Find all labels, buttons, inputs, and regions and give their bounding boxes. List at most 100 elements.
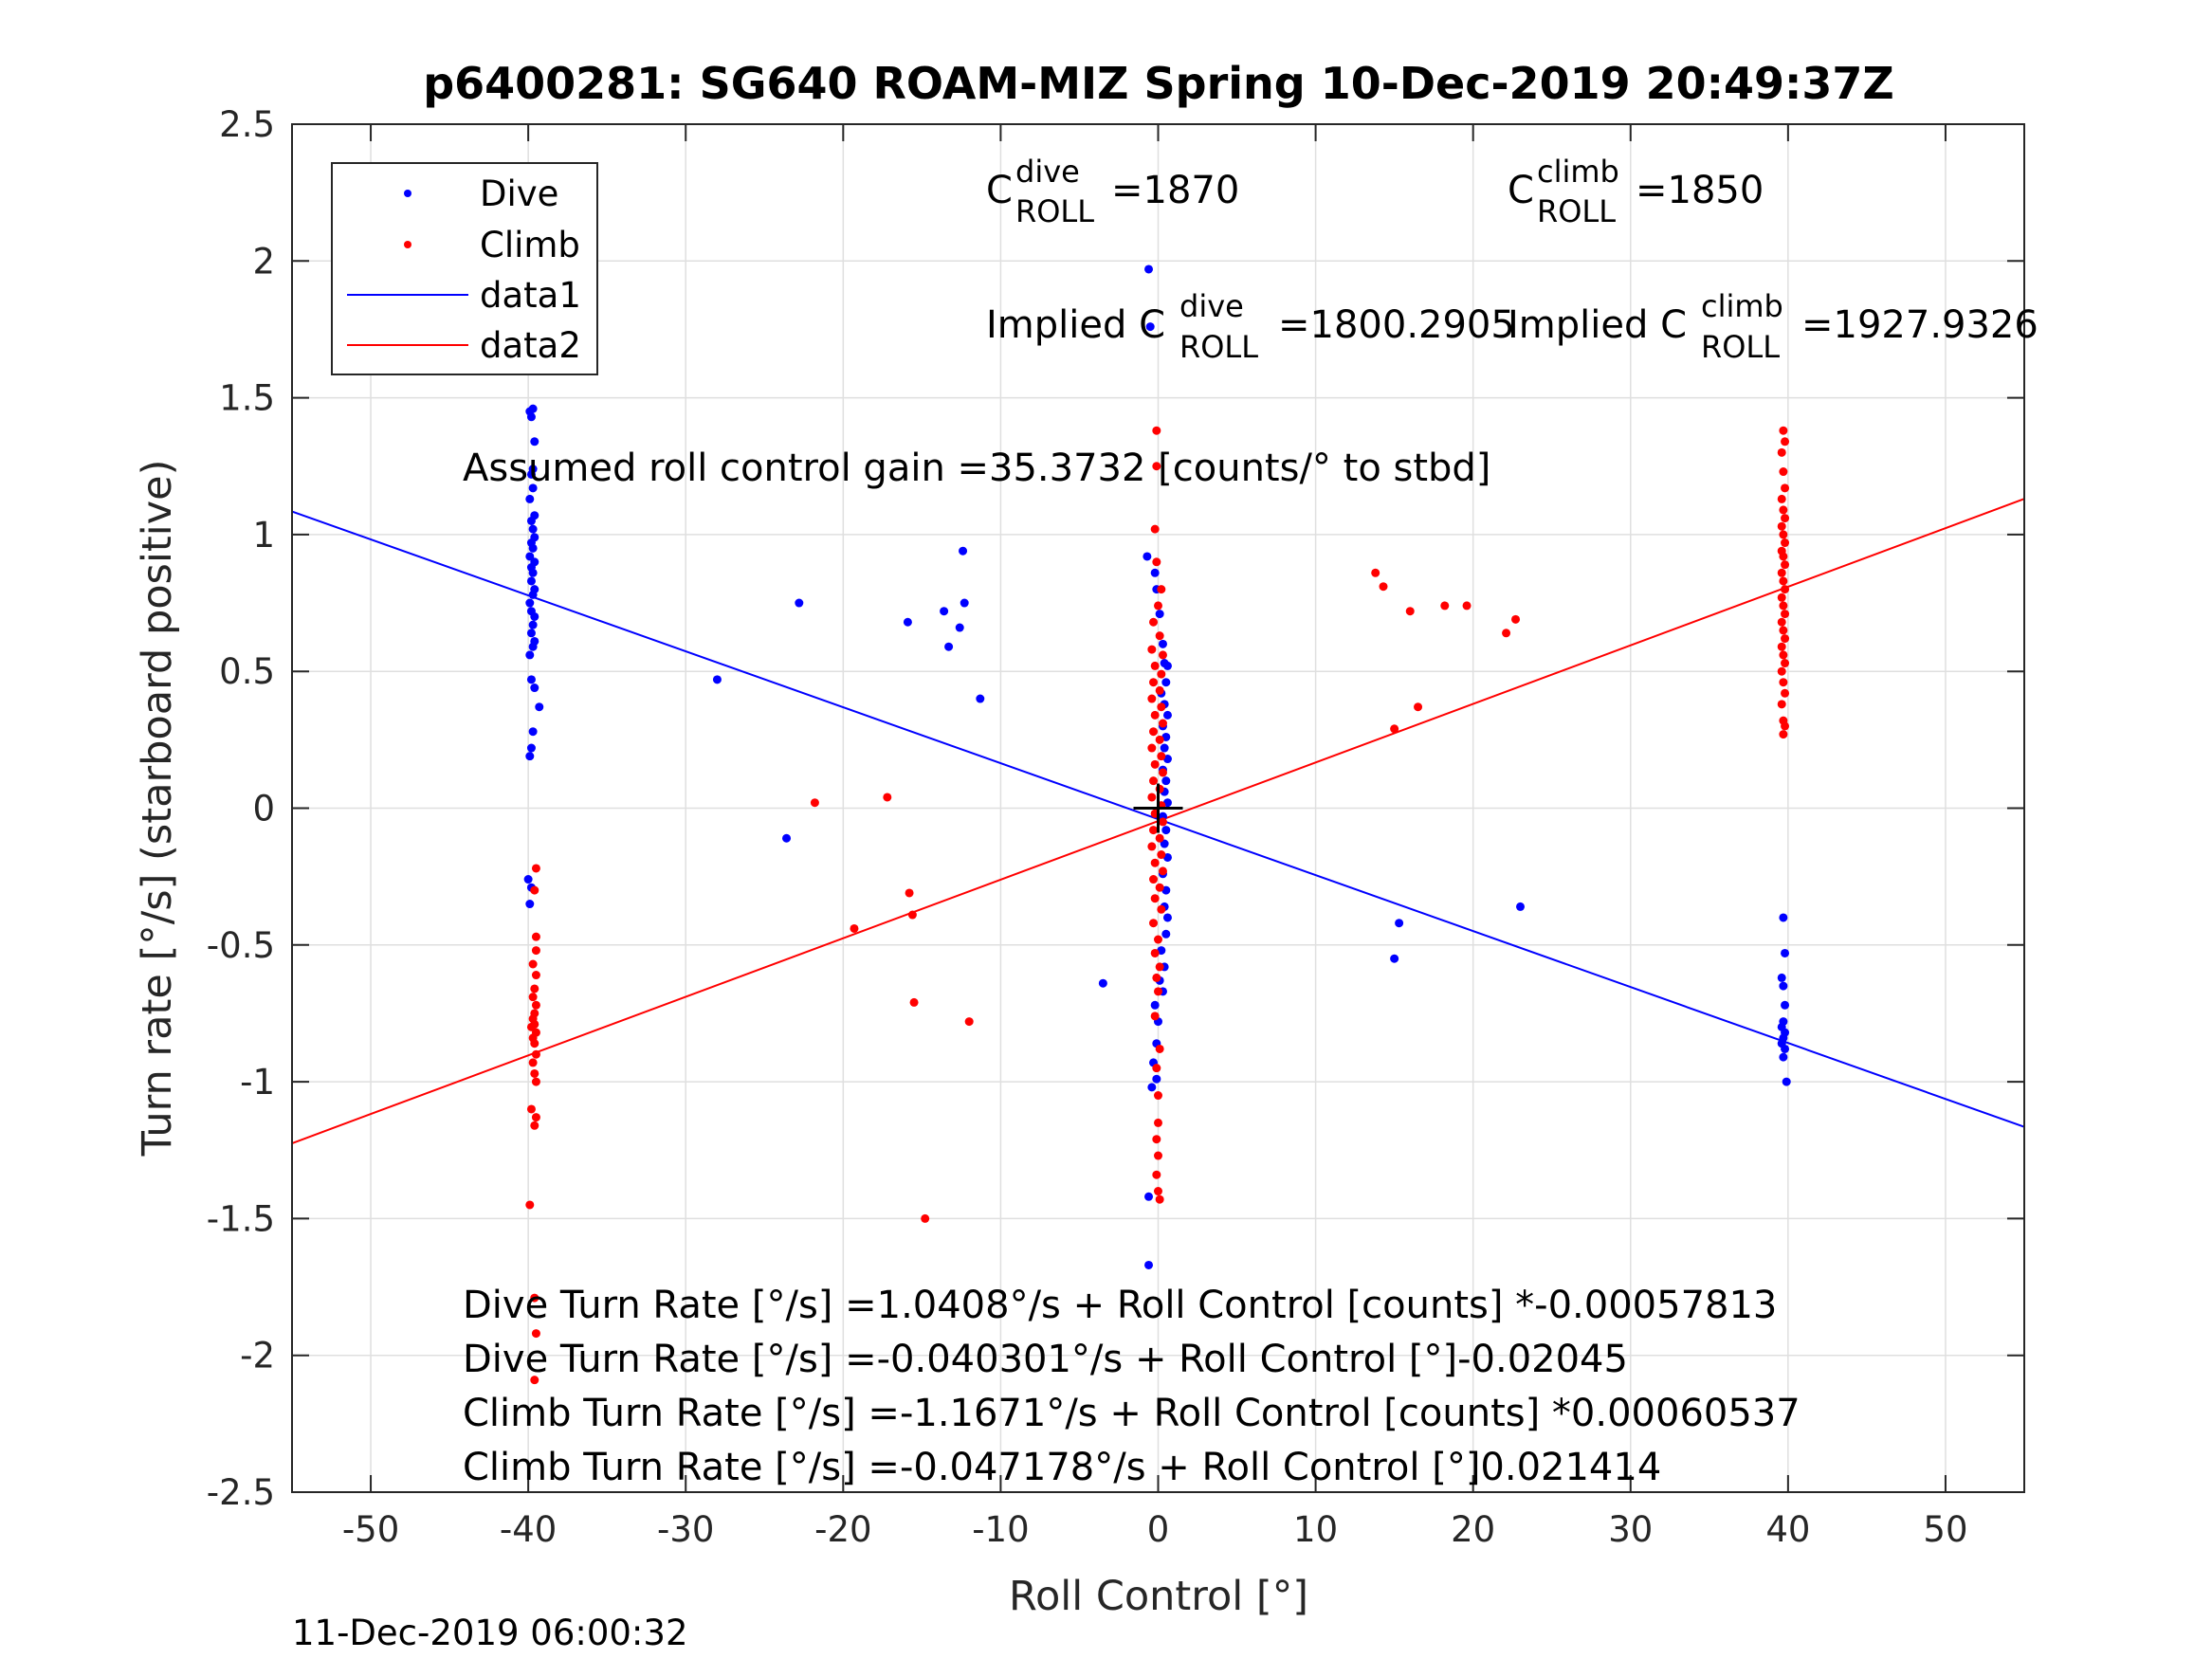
climb-point xyxy=(1147,694,1157,703)
dive-point xyxy=(526,469,536,479)
dive-point xyxy=(960,598,969,608)
dive-point xyxy=(782,833,792,843)
legend-data2-label: data2 xyxy=(480,325,581,366)
climb-point xyxy=(1777,666,1786,676)
climb-point xyxy=(1155,685,1164,695)
dive-point xyxy=(525,598,535,608)
legend-dive-marker xyxy=(404,190,411,197)
dive-point xyxy=(526,629,536,638)
dive-point xyxy=(526,412,536,422)
implied-climb-sup: climb xyxy=(1701,288,1783,324)
climb-point xyxy=(1371,568,1380,577)
climb-point xyxy=(1781,538,1790,548)
dive-point xyxy=(1161,776,1171,786)
climb-point xyxy=(1779,730,1788,739)
climb-point xyxy=(1781,659,1790,668)
climb-point xyxy=(964,1017,974,1027)
dive-point xyxy=(1144,264,1154,274)
climb-point xyxy=(528,959,538,969)
implied-climb-prefix: Implied C xyxy=(1508,303,1687,347)
climb-point xyxy=(1781,634,1790,644)
climb-point xyxy=(1150,858,1160,867)
y-tick-label: 1 xyxy=(252,515,275,556)
axis-ticks xyxy=(292,123,2024,1493)
dive-point xyxy=(1162,913,1172,922)
c-dive-value: =1870 xyxy=(1111,169,1239,212)
climb-point xyxy=(530,1121,539,1130)
y-tick-label: 1.5 xyxy=(219,378,275,419)
climb-point xyxy=(1777,568,1786,577)
climb-point xyxy=(1155,833,1164,843)
climb-point xyxy=(1149,826,1159,835)
climb-point xyxy=(1152,1170,1161,1179)
climb-point xyxy=(921,1213,930,1223)
y-tick-label: 2.5 xyxy=(219,104,275,145)
climb-point xyxy=(530,885,539,895)
dive-point xyxy=(955,623,964,632)
climb-point xyxy=(1779,626,1788,635)
climb-point xyxy=(1155,631,1164,641)
climb-point xyxy=(1147,793,1157,802)
climb-point xyxy=(1405,607,1415,616)
climb-point xyxy=(1440,601,1450,611)
climb-point xyxy=(1155,883,1164,892)
climb-point xyxy=(1158,768,1167,777)
dive-point xyxy=(1150,568,1160,577)
climb-point xyxy=(1781,721,1790,731)
climb-point xyxy=(1154,1151,1162,1160)
climb-point xyxy=(528,1058,538,1067)
climb-point xyxy=(1779,650,1788,660)
x-axis-label: Roll Control [°] xyxy=(1009,1573,1308,1620)
dive-point xyxy=(1779,981,1788,991)
dive-point xyxy=(526,743,536,753)
climb-point xyxy=(883,793,892,802)
climb-point xyxy=(1154,601,1162,611)
dive-point xyxy=(944,642,954,651)
x-tick-label: -40 xyxy=(500,1509,557,1550)
dive-point xyxy=(535,702,544,712)
climb-point xyxy=(1157,752,1166,761)
climb-point xyxy=(1154,1187,1162,1196)
dive-point xyxy=(523,875,533,884)
climb-point xyxy=(1154,935,1162,944)
y-tick-label: -2.5 xyxy=(207,1472,275,1513)
gain-annotation: Assumed roll control gain =35.3732 [coun… xyxy=(463,447,1490,490)
dive-point xyxy=(525,900,535,909)
dive-point xyxy=(795,598,804,608)
climb-point xyxy=(1777,592,1786,602)
dive-point xyxy=(528,642,538,651)
climb-point xyxy=(1147,645,1157,654)
dive-point xyxy=(976,694,985,703)
origin-marker xyxy=(1133,783,1183,833)
climb-point xyxy=(1155,962,1164,972)
legend-box xyxy=(331,162,598,375)
climb-point xyxy=(1777,494,1786,503)
dive-point xyxy=(525,494,535,503)
dive-point xyxy=(1152,1074,1161,1084)
climb-point xyxy=(907,910,917,920)
c-roll-climb-annotation: C climb ROLL =1850 xyxy=(1508,154,1764,229)
y-tick-label: -1.5 xyxy=(207,1198,275,1239)
climb-point xyxy=(1781,585,1790,594)
y-tick-labels: 2.5 2 1.5 1 0.5 0 -0.5 -1 -1.5 -2 -2.5 xyxy=(207,104,275,1513)
climb-point xyxy=(1155,1044,1164,1053)
x-tick-label: 10 xyxy=(1293,1509,1338,1550)
legend-data1-label: data1 xyxy=(480,275,581,316)
c-climb-sub: ROLL xyxy=(1537,193,1616,229)
climb-point xyxy=(1158,650,1167,660)
dive-point xyxy=(1160,743,1169,753)
dive-point xyxy=(1158,639,1167,648)
dive-point xyxy=(1147,1083,1157,1092)
climb-point xyxy=(1152,557,1161,567)
climb-point xyxy=(531,946,540,956)
climb-point xyxy=(1154,1091,1162,1101)
dive-point xyxy=(525,650,535,660)
implied-c-climb-annotation: Implied C climb ROLL =1927.9326 xyxy=(1508,288,2038,365)
dive-point xyxy=(1098,978,1107,988)
x-tick-label: 0 xyxy=(1147,1509,1170,1550)
dive-point xyxy=(1777,973,1786,982)
climb-point xyxy=(528,993,538,1002)
dive-point xyxy=(1779,913,1788,922)
climb-point xyxy=(531,1113,540,1122)
